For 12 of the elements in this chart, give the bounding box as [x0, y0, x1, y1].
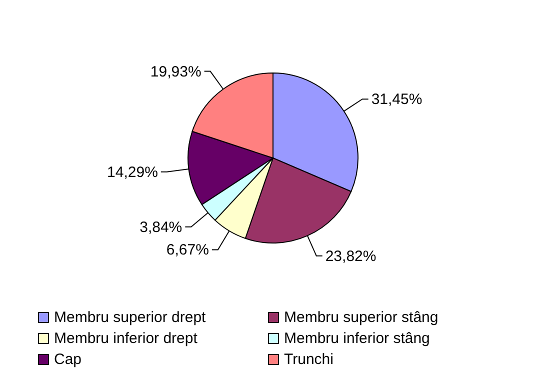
data-label: 23,82% [325, 248, 376, 265]
data-label: 3,84% [140, 218, 182, 236]
legend-label: Membru inferior stâng [284, 330, 430, 347]
data-label: 6,67% [166, 242, 209, 259]
legend-label: Trunchi [284, 351, 334, 368]
legend-label: Membru superior stâng [284, 309, 438, 326]
legend-label: Membru superior drept [54, 309, 206, 326]
legend-label: Cap [54, 351, 82, 368]
data-label: 14,29% [107, 164, 158, 181]
data-label: 31,45% [371, 91, 422, 108]
legend-label: Membru inferior drept [54, 330, 198, 347]
data-label: 19,93% [150, 63, 202, 80]
